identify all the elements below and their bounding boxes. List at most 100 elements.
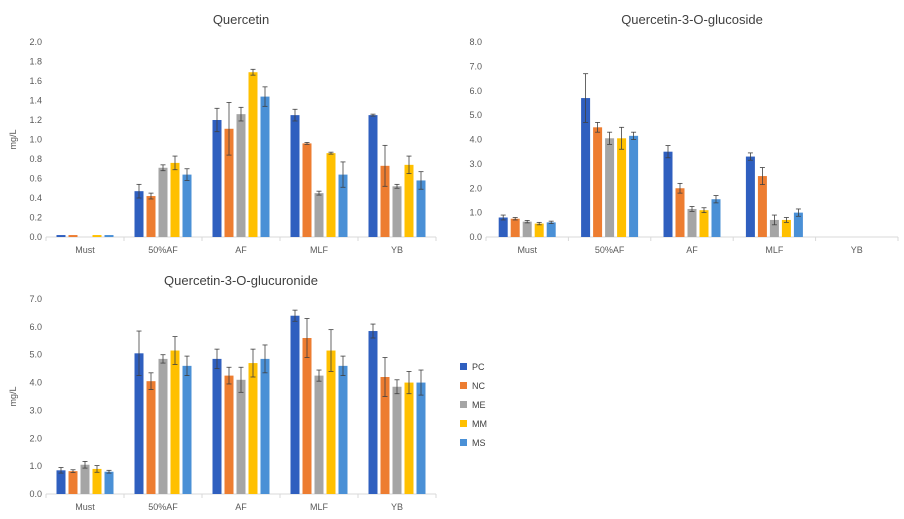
bar-mm — [248, 363, 258, 494]
x-tick-label: MLF — [765, 245, 784, 255]
y-tick-label: 1.6 — [29, 76, 42, 86]
bar-pc — [56, 470, 66, 494]
bar-mm — [92, 468, 102, 494]
x-tick-label: MLF — [310, 502, 329, 512]
bar-pc — [56, 235, 66, 237]
bar-mm — [404, 382, 414, 494]
bar-ms — [416, 180, 426, 237]
y-axis-label: mg/L — [8, 129, 18, 149]
legend-label-ms: MS — [472, 438, 486, 448]
bar-mm — [248, 72, 258, 237]
bar-pc — [663, 151, 673, 237]
bar-ms — [711, 199, 721, 237]
x-tick-label: YB — [851, 245, 863, 255]
bar-mm — [404, 164, 414, 237]
bar-ms — [338, 174, 348, 237]
bar-pc — [134, 191, 144, 237]
bar-pc — [134, 353, 144, 494]
y-tick-label: 2.0 — [469, 183, 482, 193]
y-tick-label: 0.6 — [29, 174, 42, 184]
bar-me — [158, 167, 168, 237]
x-tick-label: YB — [391, 502, 403, 512]
bar-mm — [617, 138, 627, 237]
bar-ms — [104, 471, 114, 494]
bar-pc — [212, 358, 222, 494]
x-tick-label: AF — [235, 245, 247, 255]
x-tick-label: Must — [75, 245, 95, 255]
bar-me — [314, 193, 324, 237]
x-tick-label: Must — [517, 245, 537, 255]
legend-label-nc: NC — [472, 381, 485, 391]
bar-mm — [170, 162, 180, 237]
bar-me — [769, 219, 779, 237]
y-tick-label: 4.0 — [469, 135, 482, 145]
y-tick-label: 0.2 — [29, 213, 42, 223]
bar-me — [522, 221, 532, 237]
bar-nc — [302, 143, 312, 237]
y-tick-label: 7.0 — [29, 294, 42, 304]
x-tick-label: Must — [75, 502, 95, 512]
bar-me — [605, 138, 615, 237]
legend-swatch-ms — [460, 439, 467, 446]
y-tick-label: 4.0 — [29, 378, 42, 388]
bar-ms — [260, 358, 270, 494]
y-axis-label: mg/L — [8, 386, 18, 406]
bar-nc — [593, 127, 603, 237]
bar-nc — [68, 471, 78, 494]
bar-ms — [104, 235, 114, 237]
chart-quercetin: Quercetin mg/L 0.0 0.2 0.4 0.6 0.8 1.0 1.2 1.4 1.6… — [8, 12, 437, 255]
bar-mm — [326, 350, 336, 494]
legend: PC NC ME MM MS — [460, 362, 487, 448]
legend-swatch-pc — [460, 363, 467, 370]
bar-mm — [534, 223, 544, 237]
bar-nc — [224, 375, 234, 494]
bar-nc — [675, 188, 685, 237]
y-tick-label: 2.0 — [29, 433, 42, 443]
bar-pc — [290, 315, 300, 494]
y-tick-label: 7.0 — [469, 61, 482, 71]
y-tick-label: 1.4 — [29, 96, 42, 106]
y-tick-label: 1.0 — [469, 208, 482, 218]
bar-pc — [368, 115, 378, 237]
y-tick-label: 5.0 — [469, 110, 482, 120]
bar-ms — [260, 96, 270, 237]
legend-label-mm: MM — [472, 419, 487, 429]
bar-pc — [498, 217, 508, 237]
x-tick-label: 50%AF — [148, 502, 178, 512]
bar-ms — [182, 365, 192, 494]
legend-swatch-me — [460, 401, 467, 408]
bar-me — [687, 208, 697, 237]
y-tick-label: 1.8 — [29, 57, 42, 67]
y-tick-label: 0.0 — [29, 489, 42, 499]
bar-ms — [546, 222, 556, 237]
y-tick-label: 5.0 — [29, 350, 42, 360]
bar-pc — [290, 115, 300, 237]
y-tick-label: 1.0 — [29, 135, 42, 145]
y-tick-label: 0.8 — [29, 154, 42, 164]
bar-me — [236, 379, 246, 494]
bar-me — [314, 375, 324, 494]
chart-quercetin-3-o-glucuronide: Quercetin-3-O-glucuronide mg/L 0.0 1.0 2.0 3.… — [8, 273, 437, 512]
x-tick-label: AF — [686, 245, 698, 255]
bar-nc — [380, 165, 390, 237]
bar-ms — [182, 174, 192, 237]
bar-me — [392, 386, 402, 494]
y-tick-label: 1.2 — [29, 115, 42, 125]
y-tick-label: 0.0 — [29, 232, 42, 242]
bar-ms — [338, 365, 348, 494]
bar-nc — [302, 338, 312, 494]
x-tick-label: AF — [235, 502, 247, 512]
bar-pc — [212, 120, 222, 237]
chart-title: Quercetin-3-O-glucoside — [621, 12, 763, 27]
bar-pc — [368, 331, 378, 494]
bar-mm — [170, 350, 180, 494]
y-tick-label: 3.0 — [29, 405, 42, 415]
y-tick-label: 1.0 — [29, 461, 42, 471]
legend-swatch-nc — [460, 382, 467, 389]
y-tick-label: 6.0 — [29, 322, 42, 332]
bar-mm — [92, 235, 102, 237]
bar-nc — [510, 218, 520, 237]
y-tick-label: 2.0 — [29, 37, 42, 47]
bar-me — [236, 114, 246, 237]
